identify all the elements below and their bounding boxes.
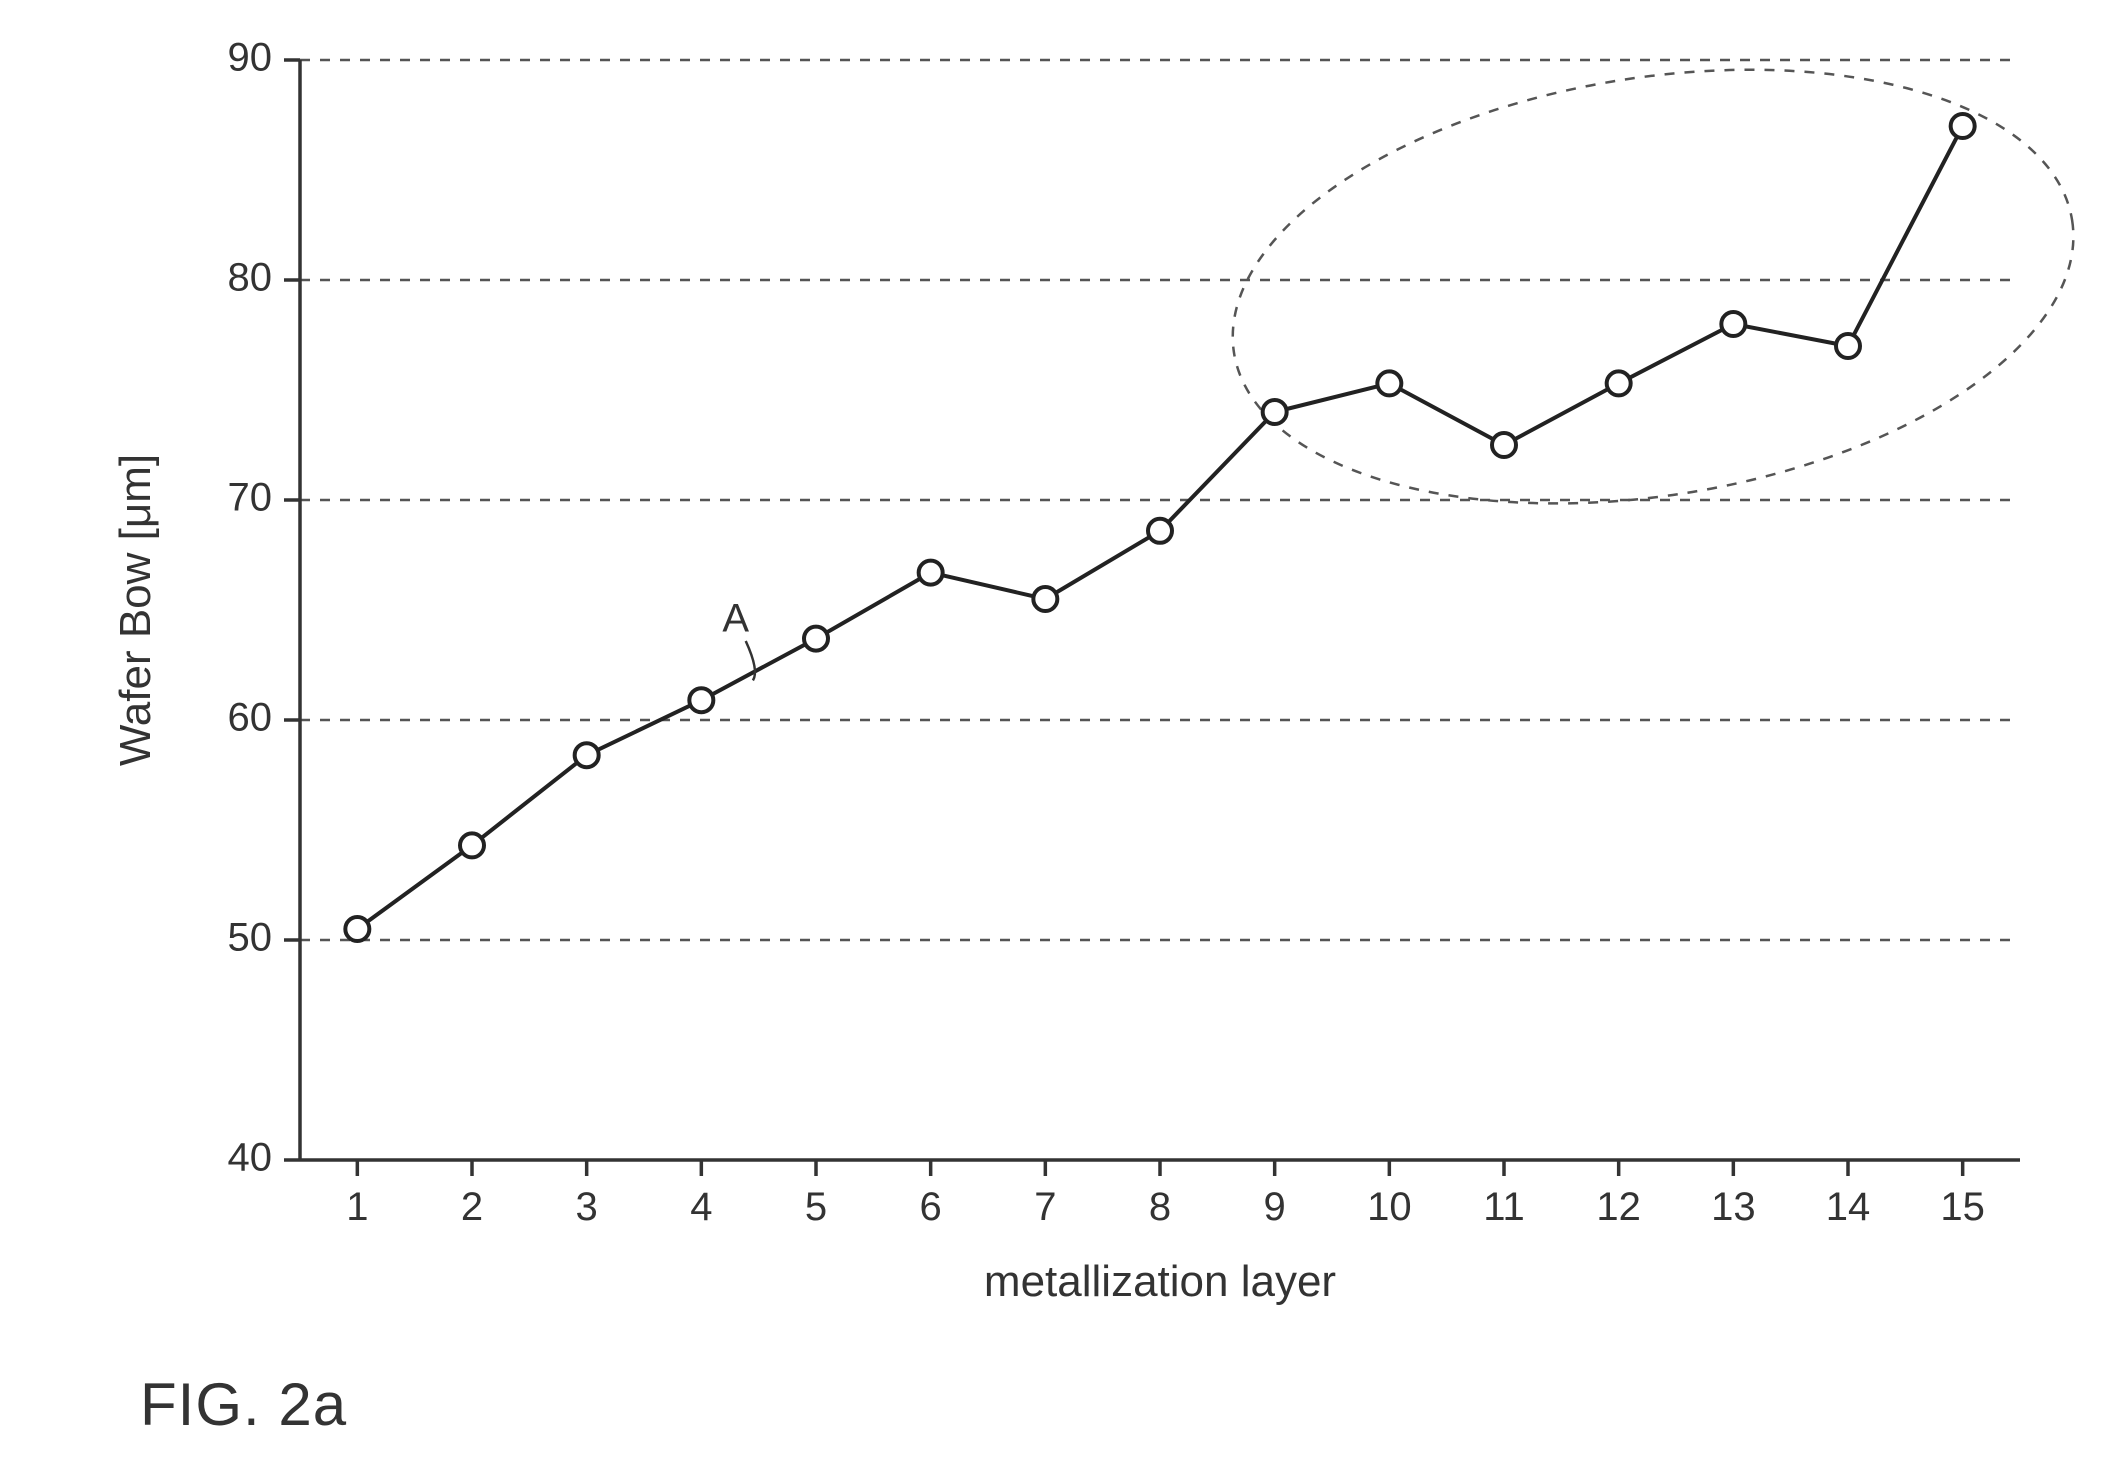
data-marker bbox=[1492, 433, 1516, 457]
data-marker bbox=[1721, 312, 1745, 336]
x-tick-label: 12 bbox=[1596, 1185, 1641, 1229]
x-tick-label: 3 bbox=[576, 1185, 598, 1229]
figure-container: 405060708090123456789101112131415metalli… bbox=[0, 0, 2103, 1457]
x-tick-label: 9 bbox=[1264, 1185, 1286, 1229]
x-tick-label: 8 bbox=[1149, 1185, 1171, 1229]
x-tick-label: 4 bbox=[690, 1185, 712, 1229]
data-marker bbox=[804, 627, 828, 651]
x-tick-label: 5 bbox=[805, 1185, 827, 1229]
series-label-a: A bbox=[722, 597, 749, 641]
x-tick-label: 2 bbox=[461, 1185, 483, 1229]
x-tick-label: 1 bbox=[346, 1185, 368, 1229]
x-tick-label: 14 bbox=[1826, 1185, 1871, 1229]
x-tick-label: 10 bbox=[1367, 1185, 1412, 1229]
figure-caption: FIG. 2a bbox=[140, 1370, 347, 1439]
data-marker bbox=[1607, 371, 1631, 395]
data-marker bbox=[1951, 114, 1975, 138]
x-tick-label: 11 bbox=[1483, 1185, 1525, 1229]
data-marker bbox=[689, 688, 713, 712]
x-tick-label: 15 bbox=[1940, 1185, 1985, 1229]
x-tick-label: 6 bbox=[920, 1185, 942, 1229]
data-marker bbox=[1263, 400, 1287, 424]
y-tick-label: 60 bbox=[228, 696, 273, 740]
x-axis-label: metallization layer bbox=[984, 1257, 1336, 1306]
wafer-bow-chart: 405060708090123456789101112131415metalli… bbox=[0, 0, 2103, 1457]
data-marker bbox=[1033, 587, 1057, 611]
x-tick-label: 13 bbox=[1711, 1185, 1756, 1229]
y-tick-label: 50 bbox=[228, 916, 273, 960]
y-tick-label: 70 bbox=[228, 476, 273, 520]
data-marker bbox=[345, 917, 369, 941]
y-tick-label: 80 bbox=[228, 256, 273, 300]
data-marker bbox=[460, 833, 484, 857]
x-tick-label: 7 bbox=[1034, 1185, 1056, 1229]
data-marker bbox=[575, 743, 599, 767]
y-tick-label: 90 bbox=[228, 36, 273, 80]
data-marker bbox=[1148, 519, 1172, 543]
y-axis-label: Wafer Bow [μm] bbox=[111, 454, 160, 766]
data-marker bbox=[919, 561, 943, 585]
data-marker bbox=[1836, 334, 1860, 358]
data-marker bbox=[1377, 371, 1401, 395]
y-tick-label: 40 bbox=[228, 1136, 273, 1180]
